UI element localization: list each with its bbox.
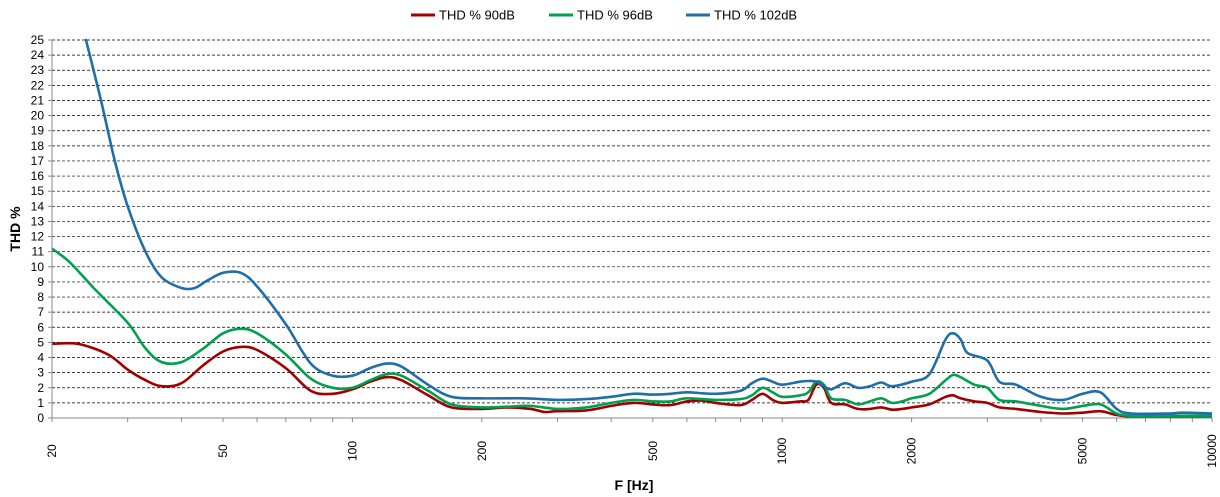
x-tick-label: 100 — [345, 441, 359, 461]
x-tick-label: 5000 — [1076, 437, 1090, 464]
y-tick-label: 7 — [37, 305, 44, 319]
y-tick-label: 22 — [31, 78, 45, 92]
y-tick-label: 12 — [31, 230, 45, 244]
y-tick-label: 11 — [32, 245, 45, 259]
y-tick-label: 21 — [31, 93, 45, 107]
series-line-3 — [84, 38, 1212, 416]
series-line-1 — [52, 341, 1212, 418]
x-tick-label: 10000 — [1205, 434, 1219, 468]
legend-label: THD % 96dB — [577, 8, 653, 23]
y-tick-label: 16 — [31, 169, 45, 183]
x-tick-labels: 20 50 100 200 500 1000 2000 5000 10000 — [45, 434, 1219, 468]
y-tick-label: 5 — [37, 335, 44, 349]
y-tick-label: 23 — [31, 63, 45, 77]
y-tick-label: 20 — [31, 109, 45, 123]
y-tick-label: 8 — [37, 290, 44, 304]
y-tick-label: 10 — [31, 260, 45, 274]
y-tick-label: 17 — [31, 154, 45, 168]
series-line-2 — [52, 247, 1212, 418]
y-tick-label: 6 — [37, 320, 44, 334]
series-lines — [52, 38, 1212, 418]
y-tick-label: 15 — [31, 184, 45, 198]
y-axis-title: THD % — [7, 206, 23, 252]
y-tick-label: 2 — [37, 381, 44, 395]
y-tick-label: 9 — [37, 275, 44, 289]
legend-label: THD % 90dB — [439, 8, 515, 23]
y-tick-label: 25 — [31, 33, 45, 47]
y-tick-labels: 0123456789101112131415161718192021222324… — [31, 33, 45, 425]
y-tick-label: 14 — [31, 199, 45, 213]
y-tick-label: 13 — [31, 214, 45, 228]
gridlines — [48, 39, 1212, 419]
x-axis-title: F [Hz] — [615, 477, 654, 493]
x-tick-label: 2000 — [905, 437, 919, 464]
x-tick-label: 20 — [45, 444, 59, 458]
x-tick-label: 200 — [475, 441, 489, 461]
legend-label: THD % 102dB — [714, 8, 797, 23]
y-tick-label: 18 — [31, 139, 45, 153]
y-tick-label: 4 — [37, 351, 44, 365]
legend: THD % 90dB THD % 96dB THD % 102dB — [411, 8, 797, 23]
x-tick-label: 1000 — [775, 437, 789, 464]
y-tick-label: 3 — [37, 366, 44, 380]
y-tick-label: 19 — [31, 124, 45, 138]
y-tick-label: 24 — [31, 48, 45, 62]
x-tick-label: 50 — [216, 444, 230, 458]
axes — [51, 40, 1213, 422]
y-tick-label: 0 — [37, 411, 44, 425]
y-tick-label: 1 — [37, 396, 44, 410]
x-tick-label: 500 — [646, 441, 660, 461]
